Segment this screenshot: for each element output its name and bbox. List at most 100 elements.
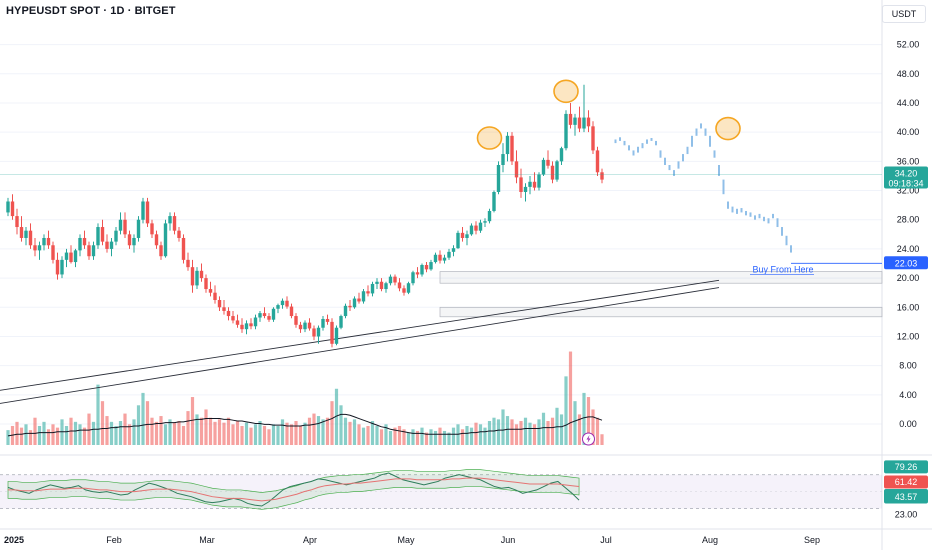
rsi-axis-badge-bg	[884, 475, 928, 489]
candle-body	[496, 165, 501, 192]
time-axis[interactable]: 2025 Feb Mar Apr May Jun Jul Aug Sep	[4, 535, 820, 545]
candle-body	[42, 237, 46, 246]
candle-body	[510, 135, 514, 162]
candle-body	[514, 161, 519, 178]
lightning-icon-glyph	[586, 435, 591, 443]
candle-body	[168, 216, 172, 224]
volume-bar	[168, 419, 172, 445]
volume-bar	[537, 419, 541, 445]
volume-bar	[438, 427, 442, 445]
volume-bar	[150, 417, 154, 445]
candle-body	[69, 252, 73, 263]
currency-button[interactable]: USDT	[882, 5, 926, 23]
peak-circle	[553, 79, 579, 104]
volume-bar	[402, 429, 406, 445]
volume-bar	[280, 419, 285, 445]
support-zones	[439, 271, 883, 318]
volume-bar	[15, 421, 19, 445]
candle-body	[37, 245, 42, 251]
candle-body	[577, 117, 582, 129]
price-tick-label: 8.00	[899, 361, 917, 371]
candle-body	[244, 323, 249, 330]
volume-bar	[73, 421, 78, 445]
rsi-axis-value: 43.57	[895, 492, 918, 502]
volume-bar	[357, 424, 361, 445]
price-tick-label: 36.00	[897, 156, 920, 166]
trendline	[0, 287, 720, 404]
volume-bar	[91, 421, 96, 445]
volume-bar	[496, 419, 501, 445]
chart-title: HYPEUSDT SPOT · 1D · BITGET	[6, 5, 176, 17]
candle-body	[87, 245, 91, 257]
candle-body	[150, 223, 154, 235]
volume-bar	[460, 429, 465, 445]
volume-bar	[289, 424, 294, 445]
volume-bar	[172, 422, 177, 445]
candle-body	[105, 241, 109, 249]
candle-body	[537, 174, 541, 188]
volume-bar	[240, 425, 244, 445]
volume-bar	[136, 405, 141, 445]
volume-bar	[28, 430, 33, 445]
candle-body	[411, 272, 415, 284]
volume-bar	[352, 419, 357, 445]
time-tick-label: May	[397, 535, 415, 545]
candle-body	[190, 267, 195, 286]
volume-bar	[271, 424, 276, 445]
volume-bar	[46, 429, 51, 445]
candle-body	[100, 227, 105, 242]
candle-body	[559, 148, 564, 162]
time-tick-label: Apr	[303, 535, 317, 545]
candle-body	[366, 291, 370, 294]
candle-body	[154, 234, 159, 246]
volume-bar	[528, 422, 532, 445]
candle-body	[582, 117, 586, 129]
candle-body	[483, 221, 487, 223]
volume-bar	[145, 401, 150, 445]
candle-body	[442, 257, 447, 261]
candle-body	[267, 316, 271, 320]
target-badge-bg	[884, 256, 928, 270]
volume-bar	[375, 425, 379, 445]
volume-bar	[96, 384, 100, 445]
volume-ma	[7, 413, 603, 437]
volume-bar	[244, 422, 249, 445]
candle-body	[28, 230, 33, 246]
candle-body	[19, 227, 24, 238]
rsi-line	[7, 472, 580, 507]
volume-bar	[208, 417, 213, 445]
trendlines[interactable]	[0, 279, 720, 404]
candle-body	[73, 250, 78, 263]
candle-body	[321, 318, 325, 328]
time-tick-label: Mar	[199, 535, 215, 545]
volume-bar	[501, 409, 505, 445]
price-axis[interactable]: 52.00 48.00 44.00 40.00 36.00 32.00 28.00 24.00…	[884, 40, 928, 520]
candle-body	[181, 237, 186, 260]
candle-body	[249, 323, 253, 327]
last-price-countdown: 09:18:34	[888, 178, 923, 188]
volume-bar	[186, 411, 190, 445]
volume-bar	[78, 424, 82, 445]
volume-bar	[451, 427, 456, 445]
rsi-axis-value: 61.42	[895, 477, 918, 487]
rsi-ma-line	[8, 477, 580, 502]
volume-bar	[154, 421, 159, 445]
rsi-pane	[0, 469, 882, 510]
volume-bar	[132, 419, 136, 445]
volume-bar	[334, 388, 339, 445]
candle-body	[424, 264, 429, 270]
price-tick-label: 12.00	[897, 331, 920, 341]
volume-bar	[123, 413, 127, 445]
volume-bar	[24, 424, 28, 445]
rsi-axis-value: 23.00	[895, 509, 918, 519]
target-badge-value: 22.03	[895, 258, 918, 268]
volume-bar	[276, 425, 280, 445]
candle-body	[208, 289, 213, 293]
candle-body	[523, 186, 528, 192]
candle-body	[519, 177, 523, 192]
volume-bar	[226, 417, 231, 445]
peak-highlights[interactable]	[476, 79, 741, 150]
volume-bar	[415, 430, 420, 445]
candle-body	[172, 216, 177, 231]
